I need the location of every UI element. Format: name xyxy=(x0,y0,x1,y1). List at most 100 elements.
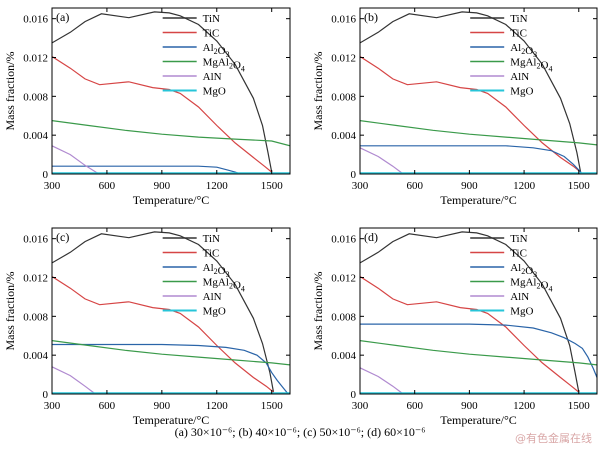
y-tick-label: 0.016 xyxy=(23,14,48,26)
y-tick-label: 0 xyxy=(43,389,49,401)
legend-label: AlN xyxy=(203,71,222,83)
y-tick-label: 0.004 xyxy=(23,130,48,142)
y-tick-label: 0.012 xyxy=(331,53,356,65)
x-tick-label: 300 xyxy=(44,180,61,192)
series-line xyxy=(360,147,408,174)
legend-label: Al2O3 xyxy=(510,262,537,279)
y-axis-label: Mass fraction/% xyxy=(3,272,17,351)
x-tick-label: 1500 xyxy=(568,180,591,192)
x-tick-label: 900 xyxy=(154,400,171,412)
x-axis-label: Temperature/°C xyxy=(440,193,517,207)
legend-label: TiC xyxy=(203,28,220,40)
legend-label: TiC xyxy=(510,28,527,40)
y-tick-label: 0.004 xyxy=(331,350,356,362)
y-tick-label: 0 xyxy=(351,389,357,401)
panel-label: (c) xyxy=(56,230,69,244)
panel-label: (b) xyxy=(364,10,378,24)
y-tick-label: 0.008 xyxy=(331,311,356,323)
chart-panel: 300 600 900 1200 1500 0 0.004 0.008 0.012 0.016 (d… xyxy=(311,227,598,427)
y-axis-label: Mass fraction/% xyxy=(311,52,325,131)
x-tick-label: 600 xyxy=(406,180,423,192)
y-tick-label: 0 xyxy=(351,169,357,181)
y-tick-label: 0.012 xyxy=(23,53,48,65)
y-tick-label: 0.004 xyxy=(331,130,356,142)
legend-label: MgAl2O4 xyxy=(510,277,552,294)
x-tick-label: 900 xyxy=(154,180,171,192)
series-line xyxy=(52,231,275,393)
legend-label: AlN xyxy=(510,291,529,303)
x-tick-label: 1500 xyxy=(261,180,284,192)
x-tick-label: 600 xyxy=(99,400,116,412)
series-line xyxy=(360,340,597,366)
legend-label: TiC xyxy=(510,248,527,260)
watermark: @有色金属在线 xyxy=(515,432,592,445)
legend-label: Al2O3 xyxy=(203,42,230,59)
y-tick-label: 0.004 xyxy=(23,350,48,362)
panel-label: (a) xyxy=(56,10,69,24)
x-axis-label: Temperature/°C xyxy=(133,413,210,427)
series-line xyxy=(360,231,580,393)
x-axis-label: Temperature/°C xyxy=(440,413,517,427)
x-tick-label: 1500 xyxy=(568,400,591,412)
y-tick-label: 0.008 xyxy=(331,91,356,103)
legend-label: MgO xyxy=(510,86,533,98)
chart-panel: 300 600 900 1200 1500 0 0.004 0.008 0.012 0.016 (c… xyxy=(3,227,291,427)
x-tick-label: 900 xyxy=(461,400,478,412)
series-line xyxy=(52,11,273,173)
plot-frame xyxy=(359,7,598,175)
chart-panel: 300 600 900 1200 1500 0 0.004 0.008 0.012 0.016 (b… xyxy=(311,7,598,207)
x-tick-label: 600 xyxy=(99,180,116,192)
x-tick-label: 300 xyxy=(352,400,369,412)
series-line xyxy=(360,120,597,146)
series-line xyxy=(52,120,290,147)
series-line xyxy=(360,11,582,173)
series-line xyxy=(52,340,290,366)
x-tick-label: 1200 xyxy=(206,180,229,192)
y-tick-label: 0.016 xyxy=(331,14,356,26)
legend-label: MgAl2O4 xyxy=(203,57,245,74)
plot-frame xyxy=(51,227,291,395)
x-tick-label: 1500 xyxy=(261,400,284,412)
y-tick-label: 0.008 xyxy=(23,91,48,103)
legend-label: TiN xyxy=(510,13,527,25)
y-tick-label: 0.016 xyxy=(331,234,356,246)
y-tick-label: 0.012 xyxy=(331,273,356,285)
x-tick-label: 600 xyxy=(406,400,423,412)
plot-frame xyxy=(51,7,291,175)
y-tick-label: 0 xyxy=(43,169,49,181)
legend-label: TiN xyxy=(510,233,527,245)
panel-label: (d) xyxy=(364,230,378,244)
x-tick-label: 300 xyxy=(44,400,61,412)
series-line xyxy=(52,366,100,394)
series-line xyxy=(360,145,583,174)
y-tick-label: 0.012 xyxy=(23,273,48,285)
series-line xyxy=(52,55,273,173)
legend-label: MgAl2O4 xyxy=(510,57,552,74)
figure-caption: (a) 30×10⁻⁶; (b) 40×10⁻⁶; (c) 50×10⁻⁶; (… xyxy=(174,425,426,439)
series-line xyxy=(52,165,241,174)
legend-label: MgO xyxy=(203,306,226,318)
y-tick-label: 0.008 xyxy=(23,311,48,323)
y-axis-label: Mass fraction/% xyxy=(3,52,17,131)
legend-label: Al2O3 xyxy=(203,262,230,279)
y-axis-label: Mass fraction/% xyxy=(311,272,325,351)
series-line xyxy=(360,367,408,394)
legend-label: MgO xyxy=(510,306,533,318)
legend-label: Al2O3 xyxy=(510,42,537,59)
series-line xyxy=(52,145,100,174)
x-tick-label: 1200 xyxy=(513,180,536,192)
x-tick-label: 1200 xyxy=(206,400,229,412)
series-line xyxy=(360,275,580,393)
legend-label: AlN xyxy=(203,291,222,303)
x-tick-label: 300 xyxy=(352,180,369,192)
plot-frame xyxy=(359,227,598,395)
legend-label: TiC xyxy=(203,248,220,260)
y-tick-label: 0.016 xyxy=(23,234,48,246)
legend-label: TiN xyxy=(203,233,220,245)
legend-label: MgAl2O4 xyxy=(203,277,245,294)
x-tick-label: 900 xyxy=(461,180,478,192)
chart-panel: 300 600 900 1200 1500 0 0.004 0.008 0.012 0.016 (a… xyxy=(3,7,291,207)
legend-label: AlN xyxy=(510,71,529,83)
x-tick-label: 1200 xyxy=(513,400,536,412)
